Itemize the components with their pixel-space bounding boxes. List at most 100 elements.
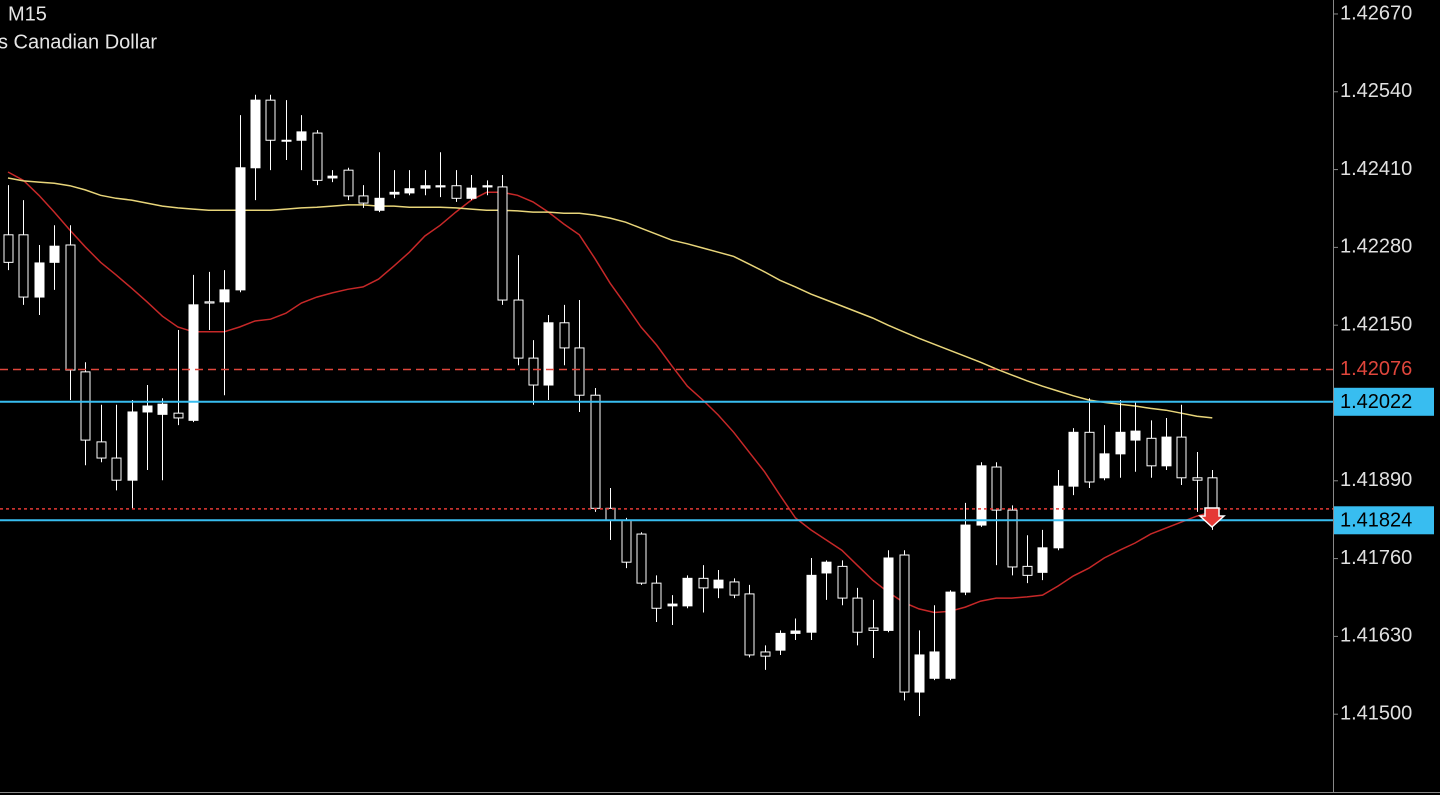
candle-body [1022,565,1033,576]
candle-body [188,304,199,421]
candle-body [1084,431,1095,483]
price-axis: 1.42670 1.42540 1.42410 1.42280 1.42150 1.418… [1333,2,1434,724]
plot-area [0,94,1333,716]
candle-body [605,507,616,521]
chart-title: M15 [8,3,47,25]
y-tick-label: 1.41760 [1340,547,1412,569]
candle-body [929,651,940,679]
candle-body [1161,436,1172,467]
candle-body [868,627,879,631]
candle-body [404,188,415,194]
candle-body [960,524,971,593]
candle-body [713,579,724,589]
y-tick-label: 1.42410 [1340,158,1412,180]
y-tick-label: 1.42280 [1340,236,1412,258]
candle-body [945,591,956,679]
candle-body [883,557,894,631]
candle-body [312,132,323,181]
candle-body [281,139,292,142]
candle-body [435,185,446,188]
candle-body [327,175,338,179]
candle-body [1146,437,1157,467]
candle-body [111,457,122,481]
candle-body [821,561,832,574]
candle-body [482,185,493,188]
candle-body [528,357,539,386]
price-label: 1.42076 [1340,358,1412,380]
candle-body [590,394,601,509]
candle-body [698,577,709,589]
candle-body [343,169,354,197]
candle-body [574,347,585,396]
candle-body [127,411,138,481]
candle-body [621,519,632,563]
candle-body [513,299,524,359]
candle-body [358,195,369,204]
price-label: 1.41824 [1340,510,1412,532]
candle-body [991,466,1002,511]
price-label-box [1334,506,1434,535]
y-tick-label: 1.41500 [1340,702,1412,724]
candle-body [1176,436,1187,479]
y-tick-label: 1.41630 [1340,625,1412,647]
candle-body [1130,430,1141,441]
candle-body [837,565,848,599]
candle-body [65,244,76,371]
candle-body [265,99,276,141]
candle-body [806,574,817,633]
candle-body [420,185,431,189]
candle-body [497,186,508,301]
candle-body [1115,431,1126,455]
y-tick-label: 1.41890 [1340,469,1412,491]
candle-body [142,405,153,413]
y-tick-label: 1.42670 [1340,2,1412,24]
candle-body [682,577,693,607]
candle-body [451,185,462,199]
candle-body [651,582,662,609]
candle-body [466,187,477,199]
candle-body [204,301,215,304]
candle-body [976,465,987,526]
candle-body [80,371,91,441]
candle-body [667,603,678,607]
candle-body [1053,485,1064,549]
candle-body [173,412,184,419]
candle-body [1192,477,1203,481]
candle-body [389,191,400,195]
candle-body [296,131,307,141]
price-label: 1.42022 [1340,391,1412,413]
candle-body [1099,453,1110,479]
chart-subtitle: s Canadian Dollar [0,31,157,53]
candle-body [852,597,863,633]
y-tick-label: 1.42150 [1340,313,1412,335]
candle-body [235,167,246,291]
candle-body [760,651,771,657]
price-label-box [1334,387,1434,416]
candle-body [1007,509,1018,568]
sell-arrow [1198,507,1226,529]
candle-body [790,630,801,634]
candle-body [1037,547,1048,573]
candle-body [18,234,29,298]
candle-body [49,245,60,263]
moving-average-line [7,171,1213,614]
candle-body [899,554,910,693]
candle-body [543,322,554,386]
candle-body [96,441,107,459]
candle-body [744,593,755,656]
candle-body [374,197,385,211]
moving-average-line [7,177,1213,419]
candle-body [775,632,786,651]
candle-body [1068,431,1079,487]
candle-body [157,403,168,415]
candle-body [729,581,740,596]
candle-body [914,654,925,693]
candle-body [636,533,647,584]
candle-body [219,289,230,303]
candle-body [34,262,45,298]
candle-body [3,234,14,263]
y-tick-label: 1.42540 [1340,80,1412,102]
